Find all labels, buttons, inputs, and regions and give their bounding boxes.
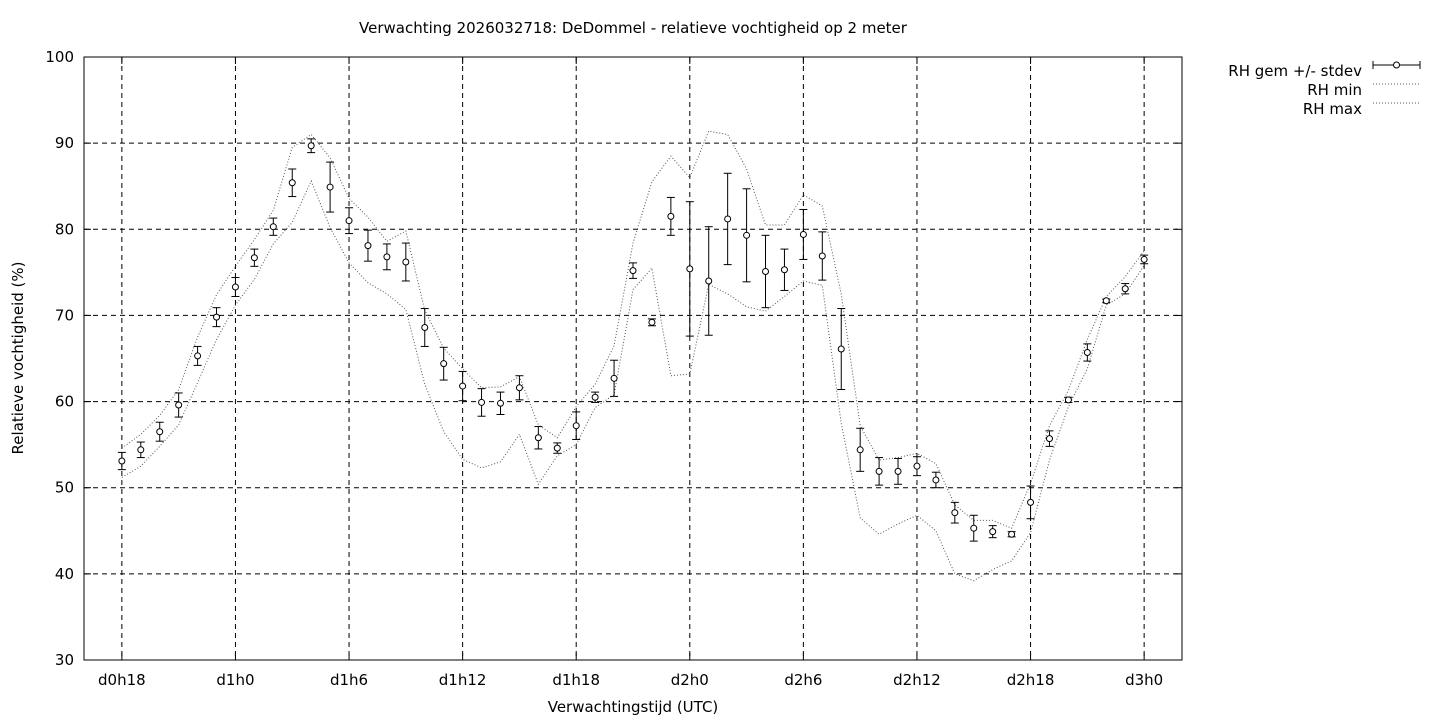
mean-point: [724, 215, 732, 223]
mean-point: [1083, 348, 1091, 356]
mean-point: [667, 212, 675, 220]
x-ticks: d0h18 d1h0 d1h6 d1h12 d1h18 d2h0 d2h6 d2h12 d2h1…: [98, 57, 1163, 689]
mean-point: [175, 401, 183, 409]
y-tick-label: 80: [55, 220, 74, 238]
mean-point: [799, 230, 807, 238]
mean-point: [383, 253, 391, 261]
y-tick-label: 90: [55, 134, 74, 152]
mean-point: [364, 242, 372, 250]
mean-point: [156, 428, 164, 436]
y-tick-label: 40: [55, 565, 74, 583]
mean-point: [553, 444, 561, 452]
mean-point: [137, 446, 145, 454]
mean-point: [743, 231, 751, 239]
rh-min-line: [121, 179, 1145, 582]
mean-point: [307, 142, 315, 150]
mean-point: [762, 267, 770, 275]
x-grid: [121, 57, 1145, 660]
chart-title: Verwachting 2026032718: DeDommel - relat…: [359, 19, 908, 37]
mean-point: [989, 528, 997, 536]
mean-point: [515, 384, 523, 392]
mean-point: [591, 393, 599, 401]
x-tick-label: d1h12: [439, 671, 487, 689]
mean-point: [1027, 498, 1035, 506]
y-axis-label: Relatieve vochtigheid (%): [9, 261, 27, 454]
mean-point: [951, 509, 959, 517]
y-tick-label: 60: [55, 393, 74, 411]
x-tick-label: d2h0: [671, 671, 709, 689]
y-grid: [84, 142, 1182, 575]
mean-point: [705, 277, 713, 285]
mean-point: [970, 524, 978, 532]
mean-point: [326, 183, 334, 191]
mean-point: [118, 457, 126, 465]
mean-point: [194, 352, 202, 360]
mean-point: [686, 265, 694, 273]
mean-point: [1121, 285, 1129, 293]
mean-point: [780, 266, 788, 274]
mean-point: [1140, 255, 1148, 263]
x-tick-label: d1h6: [330, 671, 368, 689]
mean-point: [496, 399, 504, 407]
mean-point: [402, 258, 410, 266]
mean-point: [534, 434, 542, 442]
rh-max-line: [121, 130, 1145, 529]
x-tick-label: d3h0: [1125, 671, 1163, 689]
legend-label: RH gem +/- stdev: [1228, 62, 1362, 80]
mean-point: [1045, 435, 1053, 443]
mean-point: [629, 267, 637, 275]
y-tick-label: 30: [55, 651, 74, 669]
mean-point: [610, 374, 618, 382]
mean-point: [231, 283, 239, 291]
legend-label: RH min: [1307, 81, 1362, 99]
x-tick-label: d2h12: [893, 671, 941, 689]
x-tick-label: d2h6: [784, 671, 822, 689]
series-layer: [117, 130, 1149, 582]
legend-label: RH max: [1303, 100, 1362, 118]
y-ticks: 30 40 50 60 70 80 90 100: [45, 48, 1182, 669]
mean-point: [1064, 396, 1072, 404]
mean-point: [932, 476, 940, 484]
mean-point: [913, 462, 921, 470]
y-tick-label: 50: [55, 479, 74, 497]
mean-point: [837, 345, 845, 353]
mean-point: [856, 446, 864, 454]
x-tick-label: d2h18: [1007, 671, 1055, 689]
mean-point: [250, 254, 258, 262]
x-tick-label: d0h18: [98, 671, 146, 689]
x-tick-label: d1h18: [552, 671, 600, 689]
x-axis-label: Verwachtingstijd (UTC): [548, 698, 719, 716]
mean-point: [648, 318, 656, 326]
mean-point: [345, 217, 353, 225]
x-tick-label: d1h0: [216, 671, 254, 689]
plot-frame: [83, 56, 1183, 661]
mean-point: [875, 467, 883, 475]
mean-point: [572, 422, 580, 430]
legend-swatch-point: [1393, 61, 1400, 69]
mean-point: [1102, 297, 1110, 305]
y-tick-label: 70: [55, 306, 74, 324]
mean-point: [288, 179, 296, 187]
y-tick-label: 100: [45, 48, 74, 66]
mean-point: [269, 223, 277, 231]
mean-point: [421, 323, 429, 331]
mean-point: [213, 313, 221, 321]
mean-point: [440, 360, 448, 368]
mean-point: [478, 398, 486, 406]
mean-point: [1008, 530, 1016, 538]
mean-point: [818, 252, 826, 260]
mean-point: [894, 467, 902, 475]
mean-point: [459, 382, 467, 390]
